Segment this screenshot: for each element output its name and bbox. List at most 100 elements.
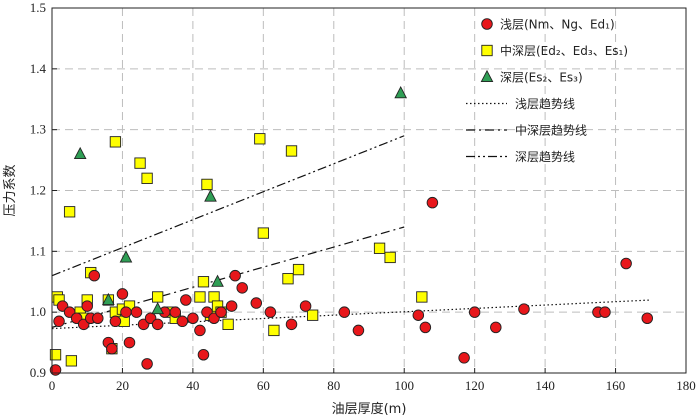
data-point <box>236 282 248 294</box>
data-point <box>194 291 206 303</box>
data-point <box>109 136 122 148</box>
data-point <box>141 172 153 184</box>
y-tick-label: 1.3 <box>30 122 46 137</box>
x-tick-label: 0 <box>49 378 56 393</box>
data-point <box>53 315 65 328</box>
data-point <box>102 292 115 306</box>
data-point <box>169 306 182 318</box>
data-point <box>63 206 76 218</box>
data-point <box>116 288 129 300</box>
data-point <box>109 315 122 328</box>
legend: 浅层(Nm、Ng、Ed₁) 中深层(Ed₂、Ed₃、Es₁) 深层(Es₂、Es₃)… <box>466 18 628 164</box>
data-point <box>120 306 132 318</box>
data-point <box>197 276 210 288</box>
data-point <box>292 263 305 276</box>
data-point <box>468 306 481 318</box>
data-point <box>106 342 118 355</box>
x-tick-label: 60 <box>257 378 270 393</box>
data-point <box>151 318 164 331</box>
data-point <box>229 269 241 282</box>
data-point <box>620 257 632 270</box>
data-point <box>285 145 298 157</box>
data-point <box>412 309 425 321</box>
data-point <box>416 291 428 303</box>
x-tick-label: 20 <box>116 378 129 393</box>
legend-label: 深层趋势线 <box>515 150 575 164</box>
data-point <box>134 157 146 169</box>
x-axis-ticks: 0 20 40 60 80 100 120 140 160 180 <box>49 368 696 393</box>
legend-label: 浅层趋势线 <box>515 97 575 111</box>
y-tick-label: 1.1 <box>30 243 46 258</box>
data-point <box>306 309 319 321</box>
data-point <box>352 324 365 337</box>
data-point <box>419 321 432 334</box>
legend-label: 中深层趋势线 <box>515 123 587 138</box>
legend-marker <box>481 44 493 57</box>
data-point <box>458 352 470 364</box>
x-tick-label: 160 <box>606 378 626 393</box>
data-point <box>599 306 611 318</box>
x-tick-label: 140 <box>535 378 555 393</box>
data-point <box>151 301 165 315</box>
data-point <box>222 318 234 330</box>
data-point <box>141 358 153 370</box>
data-point <box>338 306 351 318</box>
data-point <box>65 355 78 367</box>
y-axis-label: 压力系数 <box>3 164 18 216</box>
legend-label: 深层(Es₂、Es₃) <box>500 71 583 85</box>
data-point <box>204 189 217 202</box>
y-axis-ticks: 0.9 1.0 1.1 1.2 1.3 1.4 1.5 <box>30 0 57 380</box>
data-point <box>152 291 164 303</box>
data-point <box>282 273 294 285</box>
data-point <box>211 274 224 287</box>
data-point <box>194 324 206 337</box>
x-tick-label: 120 <box>465 378 485 393</box>
legend-label: 中深层(Ed₂、Ed₃、Es₁) <box>500 43 628 58</box>
data-point <box>225 300 238 312</box>
data-point <box>73 146 87 160</box>
data-point <box>257 227 269 239</box>
data-point <box>268 324 280 337</box>
data-point <box>187 312 199 325</box>
x-tick-label: 80 <box>327 378 340 393</box>
data-point <box>373 242 386 254</box>
data-point <box>299 300 312 312</box>
x-tick-label: 180 <box>676 378 696 393</box>
x-axis-label: 油层厚度(m) <box>332 401 407 417</box>
data-point <box>201 178 213 191</box>
data-point <box>254 133 266 145</box>
data-point <box>123 336 136 349</box>
y-tick-label: 1.4 <box>30 61 47 76</box>
y-tick-label: 0.9 <box>30 365 46 380</box>
data-point <box>394 85 408 99</box>
y-tick-label: 1.2 <box>30 183 46 198</box>
data-point <box>285 318 298 331</box>
data-point <box>119 250 133 263</box>
x-tick-label: 40 <box>186 378 199 393</box>
trendline <box>51 135 405 277</box>
x-tick-label: 100 <box>394 378 414 393</box>
data-point <box>215 306 227 318</box>
legend-marker <box>480 69 494 83</box>
data-point <box>81 300 93 312</box>
data-point <box>130 306 143 318</box>
data-point <box>264 306 277 318</box>
data-points <box>49 85 654 376</box>
data-point <box>490 321 502 334</box>
legend-label: 浅层(Nm、Ng、Ed₁) <box>500 18 615 32</box>
y-tick-label: 1.5 <box>30 0 46 15</box>
data-point <box>49 349 62 361</box>
data-point <box>641 312 654 325</box>
data-point <box>180 294 192 306</box>
data-point <box>197 349 210 361</box>
data-point <box>384 251 396 264</box>
data-point <box>88 269 101 282</box>
data-point <box>92 312 104 325</box>
data-point <box>250 297 263 309</box>
data-point <box>176 315 189 328</box>
data-point <box>518 303 530 315</box>
data-point <box>426 196 439 209</box>
y-tick-label: 1.0 <box>30 304 46 319</box>
legend-marker <box>481 18 493 30</box>
